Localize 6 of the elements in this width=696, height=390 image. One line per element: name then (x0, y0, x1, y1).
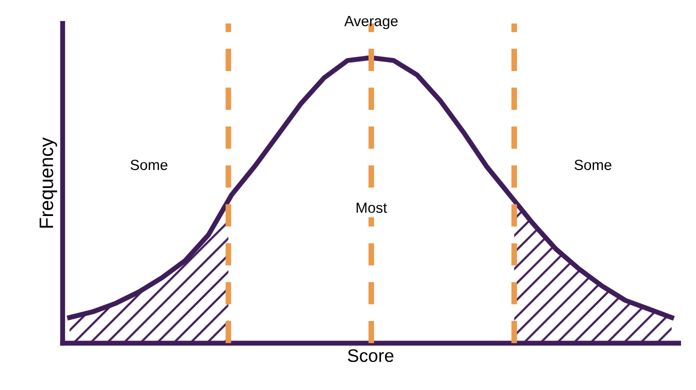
y-axis-title: Frequency (40, 137, 58, 228)
annotation: Most (356, 202, 387, 213)
x-axis-title: Score (348, 349, 394, 362)
annotation: Some (574, 160, 612, 170)
annotation: Some (130, 160, 168, 170)
text: Average (344, 16, 398, 30)
